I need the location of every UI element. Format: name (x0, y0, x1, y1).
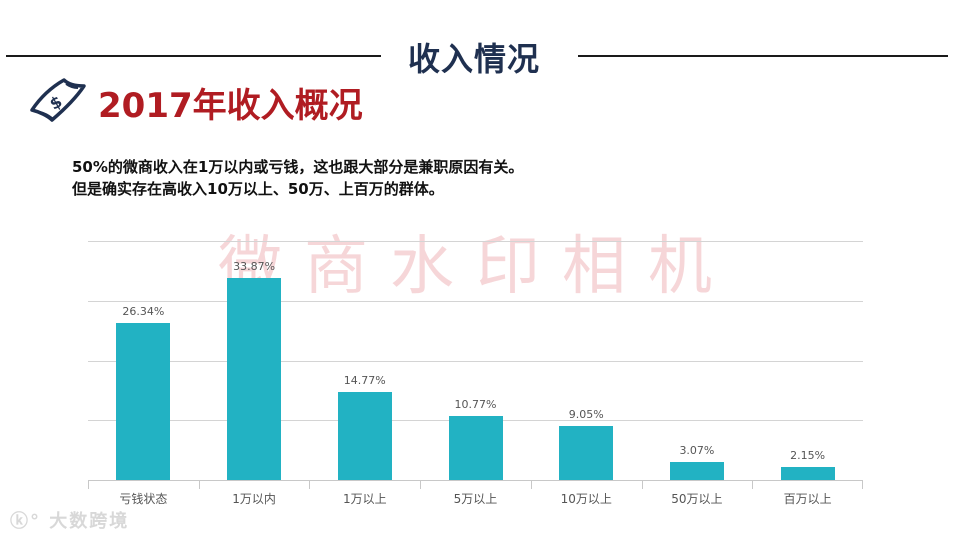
x-axis (88, 480, 863, 481)
sub-title: 2017年收入概况 (98, 86, 363, 126)
bar (116, 322, 171, 480)
category-label: 亏钱状态 (119, 492, 168, 506)
logo-icon: ⓚ° (10, 511, 41, 532)
x-axis-tick (420, 481, 422, 489)
bar-value-label: 10.77% (454, 397, 497, 411)
x-axis-tick (752, 481, 754, 489)
x-axis-tick (641, 481, 643, 489)
logo-text: 大数跨境 (49, 511, 130, 532)
bar-value-label: 33.87% (233, 259, 276, 273)
bar-value-label: 26.34% (122, 304, 165, 318)
description: 50%的微商收入在1万以内或亏钱，这也跟大部分是兼职原因有关。 但是确实存在高收… (72, 156, 523, 200)
bar (669, 461, 724, 480)
category-label: 1万以上 (342, 492, 387, 506)
bar-chart: 26.34% 亏钱状态 33.87% 1万以内 14.77% 1万以上 10.77% 5万以上… (88, 241, 863, 506)
section-title: 收入情况 (408, 40, 541, 78)
description-line-2: 但是确实存在高收入10万以上、50万、上百万的群体。 (72, 180, 444, 198)
category-label: 10万以上 (560, 492, 612, 506)
category-label: 5万以上 (453, 492, 498, 506)
bar (780, 467, 835, 480)
x-axis-tick (530, 481, 532, 489)
bar-value-label: 2.15% (790, 449, 826, 463)
bar (227, 277, 282, 480)
watermark: 微商水印相机 (218, 230, 734, 304)
category-label: 1万以内 (232, 492, 276, 506)
header-rule-right (578, 55, 948, 57)
bar (559, 425, 614, 480)
category-label: 50万以上 (671, 492, 723, 506)
description-line-1: 50%的微商收入在1万以内或亏钱，这也跟大部分是兼职原因有关。 (72, 158, 524, 176)
x-axis-tick (88, 481, 89, 489)
bar (337, 391, 392, 480)
bar-value-label: 9.05% (568, 407, 604, 421)
x-axis-tick (862, 481, 863, 489)
x-axis-tick (309, 481, 311, 489)
gridline (88, 300, 863, 302)
bar (448, 415, 503, 480)
footer-logo: ⓚ° 大数跨境 (10, 507, 129, 533)
money-bill-icon: $ (30, 78, 86, 122)
gridline (88, 241, 863, 242)
gridline (88, 360, 863, 362)
category-label: 百万以上 (783, 492, 832, 506)
bar-value-label: 14.77% (343, 373, 386, 387)
header-rule-left (6, 55, 381, 57)
x-axis-tick (198, 481, 200, 489)
bar-value-label: 3.07% (679, 443, 715, 457)
